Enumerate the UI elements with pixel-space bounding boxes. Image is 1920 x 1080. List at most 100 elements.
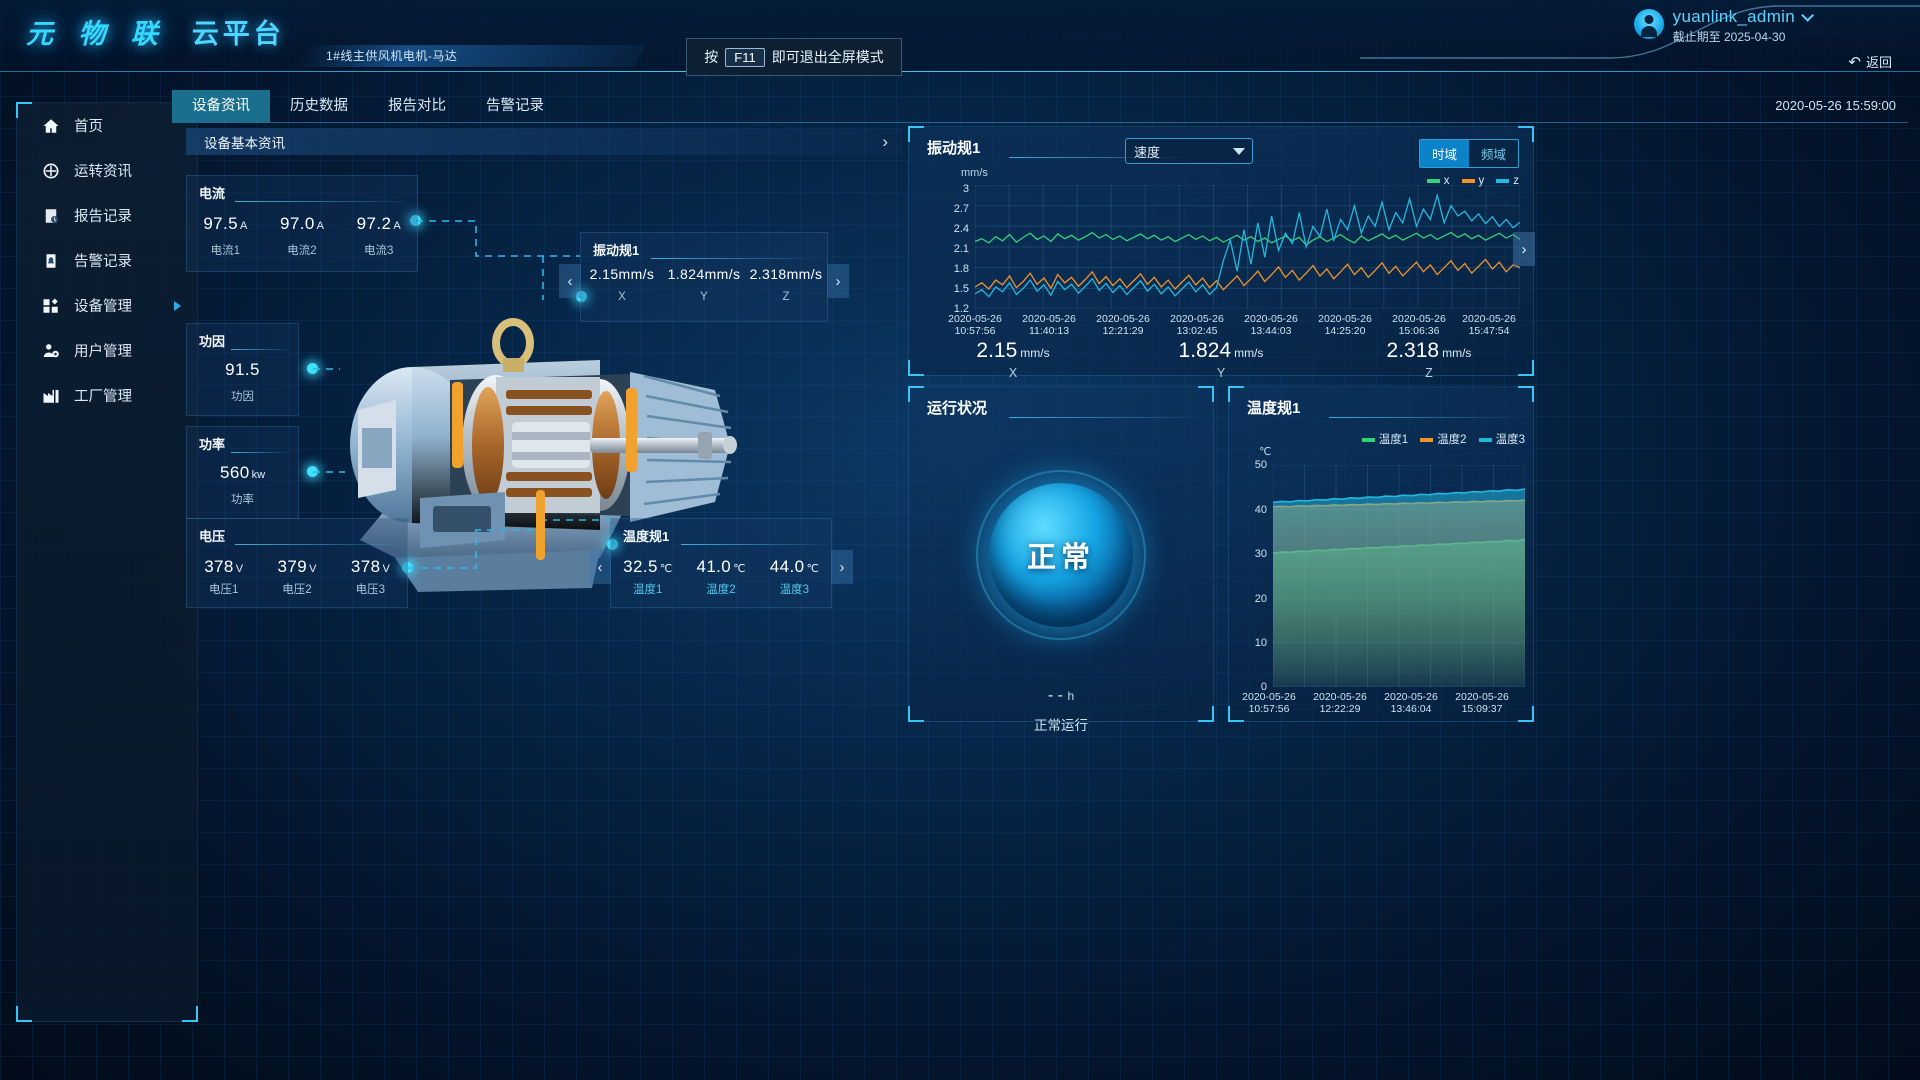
vibration-next-button[interactable]: ›	[827, 264, 849, 299]
sidebar-item-factory[interactable]: 工厂管理	[17, 373, 197, 418]
back-button-label: 返回	[1865, 55, 1892, 70]
sidebar-item-devices[interactable]: 设备管理	[17, 283, 197, 328]
current-unit: A	[393, 220, 401, 232]
voltage-unit: V	[235, 563, 244, 575]
card-rule	[681, 544, 821, 545]
legend-x: x	[1426, 175, 1450, 187]
sidebar-label-reports: 报告记录	[74, 209, 132, 225]
toggle-freq-domain[interactable]: 频域	[1468, 140, 1518, 167]
card-voltage: 电压 378 V 379 V 378 V 电压1 电压2 电压3	[186, 518, 408, 608]
logo-text-primary: 元 物 联	[26, 19, 166, 50]
value-cell: 378 V	[187, 557, 260, 577]
vibration-summary: 2.15 mm/s X 1.824 mm/s Y 2.318 mm/s Z	[909, 339, 1533, 380]
user-gear-icon	[41, 341, 60, 360]
card-power-values: 560 kw	[187, 463, 298, 483]
voltage3-label: 电压3	[355, 584, 386, 596]
chevron-right-icon[interactable]: ›	[882, 132, 888, 151]
current3-value: 97.2	[356, 214, 392, 233]
xtick: 2020-05-26 13:02:45	[1170, 313, 1224, 337]
status-panel: 运行状况 正常 - - h 正常运行	[908, 386, 1214, 733]
status-orb-label: 正常	[1026, 542, 1095, 574]
panel-rule	[1009, 417, 1197, 418]
sidebar-item-users[interactable]: 用户管理	[17, 328, 197, 373]
temp2-value: 41.0	[696, 557, 732, 576]
corner-decor-tl	[908, 126, 924, 142]
card-rule	[651, 258, 817, 259]
motor-illustration	[300, 240, 770, 640]
vibration-prev-button[interactable]: ‹	[559, 264, 581, 299]
user-menu[interactable]: yuanlink_admin 截止期至 2025-04-30	[1633, 7, 1814, 45]
fullscreen-hint-banner: 按 F11 即可退出全屏模式	[686, 38, 902, 76]
temp1-label[interactable]: 温度1	[632, 584, 663, 596]
temp2-label[interactable]: 温度2	[706, 584, 736, 596]
power-factor-label: 功因	[231, 391, 254, 403]
card-voltage-labels: 电压1 电压2 电压3	[187, 581, 407, 597]
vibration-chart-next-button[interactable]: ›	[1513, 232, 1535, 266]
runtime-hours: - - h	[909, 687, 1213, 705]
sidebar-item-reports[interactable]: 报告记录	[17, 193, 197, 238]
chevron-down-icon[interactable]	[1233, 148, 1245, 155]
tab-alarm-records[interactable]: 告警记录	[486, 98, 544, 114]
temp-unit: ℃	[659, 563, 673, 575]
card-current-title: 电流	[199, 186, 226, 201]
alarm-clipboard-icon	[41, 251, 60, 270]
xtick: 2020-05-26 13:44:03	[1244, 313, 1298, 337]
chevron-right-icon[interactable]	[174, 300, 181, 311]
voltage1-value: 378	[204, 557, 234, 576]
temperature-prev-button[interactable]: ‹	[589, 550, 611, 585]
summary-y-label: Y	[1216, 366, 1226, 380]
tab-history-data[interactable]: 历史数据	[290, 98, 348, 114]
value-cell: 378 V	[334, 557, 407, 577]
card-power-factor: 功因 91.5 功因	[186, 323, 299, 416]
logo-text-secondary: 云平台	[191, 19, 285, 49]
tab-device-info[interactable]: 设备资讯	[172, 90, 270, 123]
xtick: 2020-05-26 15:47:54	[1462, 313, 1516, 337]
summary-z-label: Z	[1425, 366, 1433, 380]
card-power-labels: 功率	[187, 491, 298, 507]
voltage2-label: 电压2	[282, 584, 312, 596]
voltage3-value: 378	[350, 557, 381, 576]
temperature-next-button[interactable]: ›	[831, 550, 853, 585]
card-voltage-values: 378 V 379 V 378 V	[187, 557, 407, 577]
vibration-y-label: Y	[700, 291, 708, 303]
toggle-time-domain[interactable]: 时域	[1419, 140, 1469, 167]
vibration-x-label: X	[618, 291, 626, 303]
xtick: 2020-05-26 15:09:37	[1455, 691, 1509, 715]
card-power: 功率 560 kw 功率	[186, 426, 299, 519]
card-current-values: 97.5 A 97.0 A 97.2 A	[187, 214, 417, 234]
vibration-legend: x y z	[1426, 175, 1519, 187]
header-decor-curve	[1360, 0, 1920, 60]
summary-x-label: X	[1008, 366, 1018, 380]
ytick: 1.2	[953, 303, 969, 315]
status-orb-ring	[976, 470, 1146, 640]
hotspot-voltage	[402, 562, 413, 573]
sidebar-item-home[interactable]: 首页	[17, 103, 197, 148]
ytick: 20	[1254, 593, 1267, 605]
value-cell: 379 V	[260, 557, 333, 577]
card-vibration-labels: X Y Z	[581, 291, 827, 303]
fullscreen-hint-suffix: 即可退出全屏模式	[771, 49, 884, 65]
xtick: 2020-05-26 12:21:29	[1096, 313, 1150, 337]
xtick: 2020-05-26 10:57:56	[1242, 691, 1296, 715]
ytick: 2.1	[953, 243, 969, 255]
temperature-panel: 温度规1 温度1 温度2 温度3 ℃ 50 40 30 20 10 0 2020…	[1228, 386, 1534, 722]
report-clock-icon	[41, 206, 60, 225]
domain-toggle[interactable]: 时域 频域	[1418, 139, 1519, 168]
card-vibration-values: 2.15mm/s 1.824mm/s 2.318mm/s	[581, 266, 827, 284]
temp3-label[interactable]: 温度3	[779, 584, 810, 596]
tab-report-compare[interactable]: 报告对比	[388, 98, 446, 114]
panel-rule	[1329, 417, 1517, 418]
legend-temp1: 温度1	[1361, 431, 1408, 447]
card-temperature-title: 温度规1	[623, 529, 670, 544]
breadcrumb: 1#线主供风机电机-马达	[294, 45, 646, 73]
value-cell: 2.15mm/s	[581, 266, 663, 284]
card-rule	[231, 452, 288, 453]
sidebar-item-operation[interactable]: 运转资讯	[17, 148, 197, 193]
user-name-row[interactable]: yuanlink_admin	[1673, 7, 1814, 26]
corner-decor-tl	[908, 386, 924, 402]
back-button[interactable]: ↶ 返回	[1848, 52, 1892, 71]
vibration-metric-select[interactable]: 速度	[1125, 138, 1253, 164]
current3-label: 电流3	[363, 245, 394, 257]
back-arrow-icon: ↶	[1848, 53, 1861, 71]
sidebar-item-alarms[interactable]: 告警记录	[17, 238, 197, 283]
